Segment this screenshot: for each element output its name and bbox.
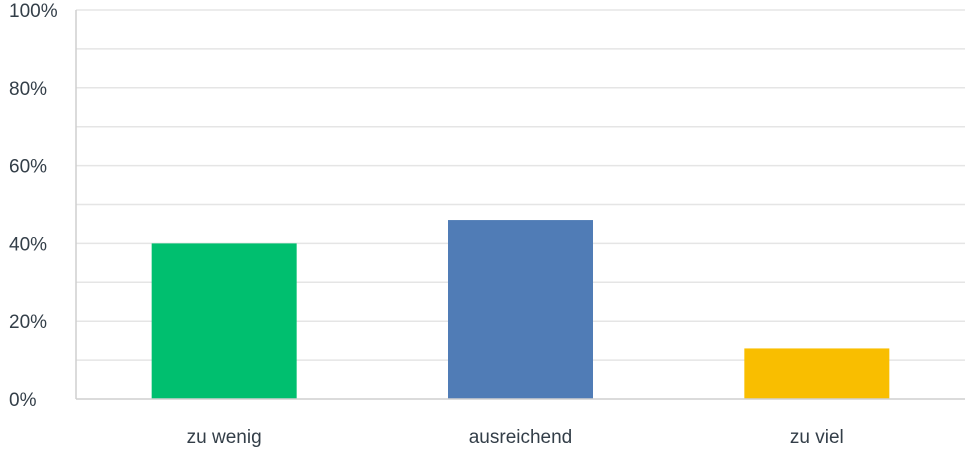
x-category-label: ausreichend [469, 427, 573, 448]
y-tick-label: 60% [9, 157, 47, 178]
x-category-label: zu viel [790, 427, 844, 448]
y-tick-label: 100% [9, 1, 58, 22]
y-tick-label: 40% [9, 234, 47, 255]
x-category-label: zu wenig [187, 427, 262, 448]
y-tick-label: 0% [9, 390, 37, 411]
bar [744, 348, 890, 399]
y-tick-label: 20% [9, 312, 47, 333]
bar [151, 243, 297, 399]
axes [75, 10, 965, 400]
bars [151, 220, 890, 399]
y-tick-labels: 0% 20% 40% 60% 80% 100% [9, 1, 58, 411]
bar [448, 220, 593, 399]
x-category-labels: zu wenig ausreichend zu viel [187, 427, 844, 448]
y-tick-label: 80% [9, 79, 47, 100]
